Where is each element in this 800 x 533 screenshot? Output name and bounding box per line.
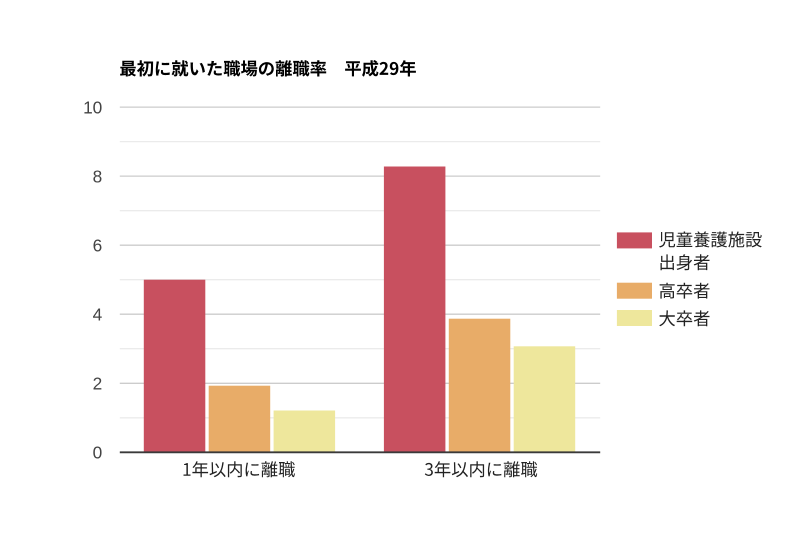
svg-text:8: 8 [93, 166, 103, 186]
svg-text:2: 2 [93, 374, 103, 394]
svg-text:4: 4 [93, 304, 103, 324]
svg-text:10: 10 [83, 97, 102, 117]
svg-text:6: 6 [93, 235, 103, 255]
svg-text:0: 0 [93, 443, 103, 463]
